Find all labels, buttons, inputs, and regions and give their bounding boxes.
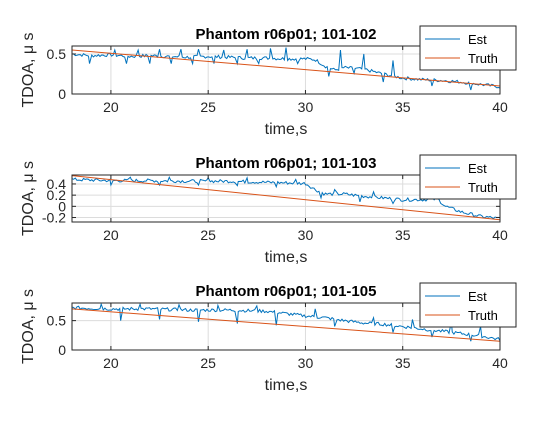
legend: Est Truth xyxy=(419,282,517,328)
x-axis-label: time,s xyxy=(265,121,308,138)
series-line-truth xyxy=(72,49,500,87)
y-tick-label: 0.4 xyxy=(47,176,67,192)
legend-box xyxy=(419,282,517,328)
series-line-truth xyxy=(72,175,500,221)
x-tick-label: 30 xyxy=(298,355,314,371)
x-axis-label: time,s xyxy=(265,249,308,266)
legend-label-truth: Truth xyxy=(468,308,498,323)
y-tick-label: 0 xyxy=(58,198,66,214)
chart-panel-2: 20 25 30 35 40 -0.200.20.4 Phantom r06p01; 101… xyxy=(20,154,517,266)
series-group xyxy=(72,47,500,91)
legend-label-est: Est xyxy=(468,161,487,176)
x-tick-label: 40 xyxy=(492,227,508,243)
series-line-est xyxy=(72,303,500,342)
chart-panel-1: 20 25 30 35 40 0 0.5 Phantom r06p01; 101-102 tim… xyxy=(20,25,517,138)
legend-box xyxy=(419,154,517,200)
x-tick-label: 25 xyxy=(200,227,216,243)
y-tick-label: 0.2 xyxy=(47,187,67,203)
x-tick-label: 40 xyxy=(492,355,508,371)
legend: Est Truth xyxy=(419,154,517,200)
legend-label-truth: Truth xyxy=(468,180,498,195)
x-tick-label: 25 xyxy=(200,355,216,371)
series-group xyxy=(72,303,500,342)
legend-box xyxy=(419,25,517,71)
y-tick-label: -0.2 xyxy=(42,210,66,226)
x-tick-label: 35 xyxy=(395,227,411,243)
y-tick-label: 0 xyxy=(58,342,66,358)
legend: Est Truth xyxy=(419,25,517,71)
y-tick-label: 0.5 xyxy=(47,46,67,62)
chart-title: Phantom r06p01; 101-102 xyxy=(196,26,377,43)
y-axis-label: TDOA, μ s xyxy=(20,161,37,236)
x-tick-label: 20 xyxy=(103,99,119,115)
x-tick-label: 30 xyxy=(298,227,314,243)
legend-label-est: Est xyxy=(468,32,487,47)
x-tick-label: 35 xyxy=(395,355,411,371)
y-axis-label: TDOA, μ s xyxy=(20,289,37,364)
y-axis-label: TDOA, μ s xyxy=(20,33,37,108)
series-line-truth xyxy=(72,308,500,342)
y-tick-label: 0 xyxy=(58,86,66,102)
legend-label-est: Est xyxy=(468,289,487,304)
x-axis-label: time,s xyxy=(265,377,308,394)
chart-title: Phantom r06p01; 101-103 xyxy=(196,155,377,172)
x-tick-label: 35 xyxy=(395,99,411,115)
chart-panel-3: 20 25 30 35 40 0 0.5 Phantom r06p01; 101-105 tim… xyxy=(20,282,517,394)
x-tick-label: 20 xyxy=(103,227,119,243)
x-tick-label: 30 xyxy=(298,99,314,115)
x-tick-label: 40 xyxy=(492,99,508,115)
legend-label-truth: Truth xyxy=(468,51,498,66)
x-tick-label: 20 xyxy=(103,355,119,371)
y-tick-label: 0.5 xyxy=(47,313,67,329)
x-tick-label: 25 xyxy=(200,99,216,115)
chart-title: Phantom r06p01; 101-105 xyxy=(196,283,377,300)
